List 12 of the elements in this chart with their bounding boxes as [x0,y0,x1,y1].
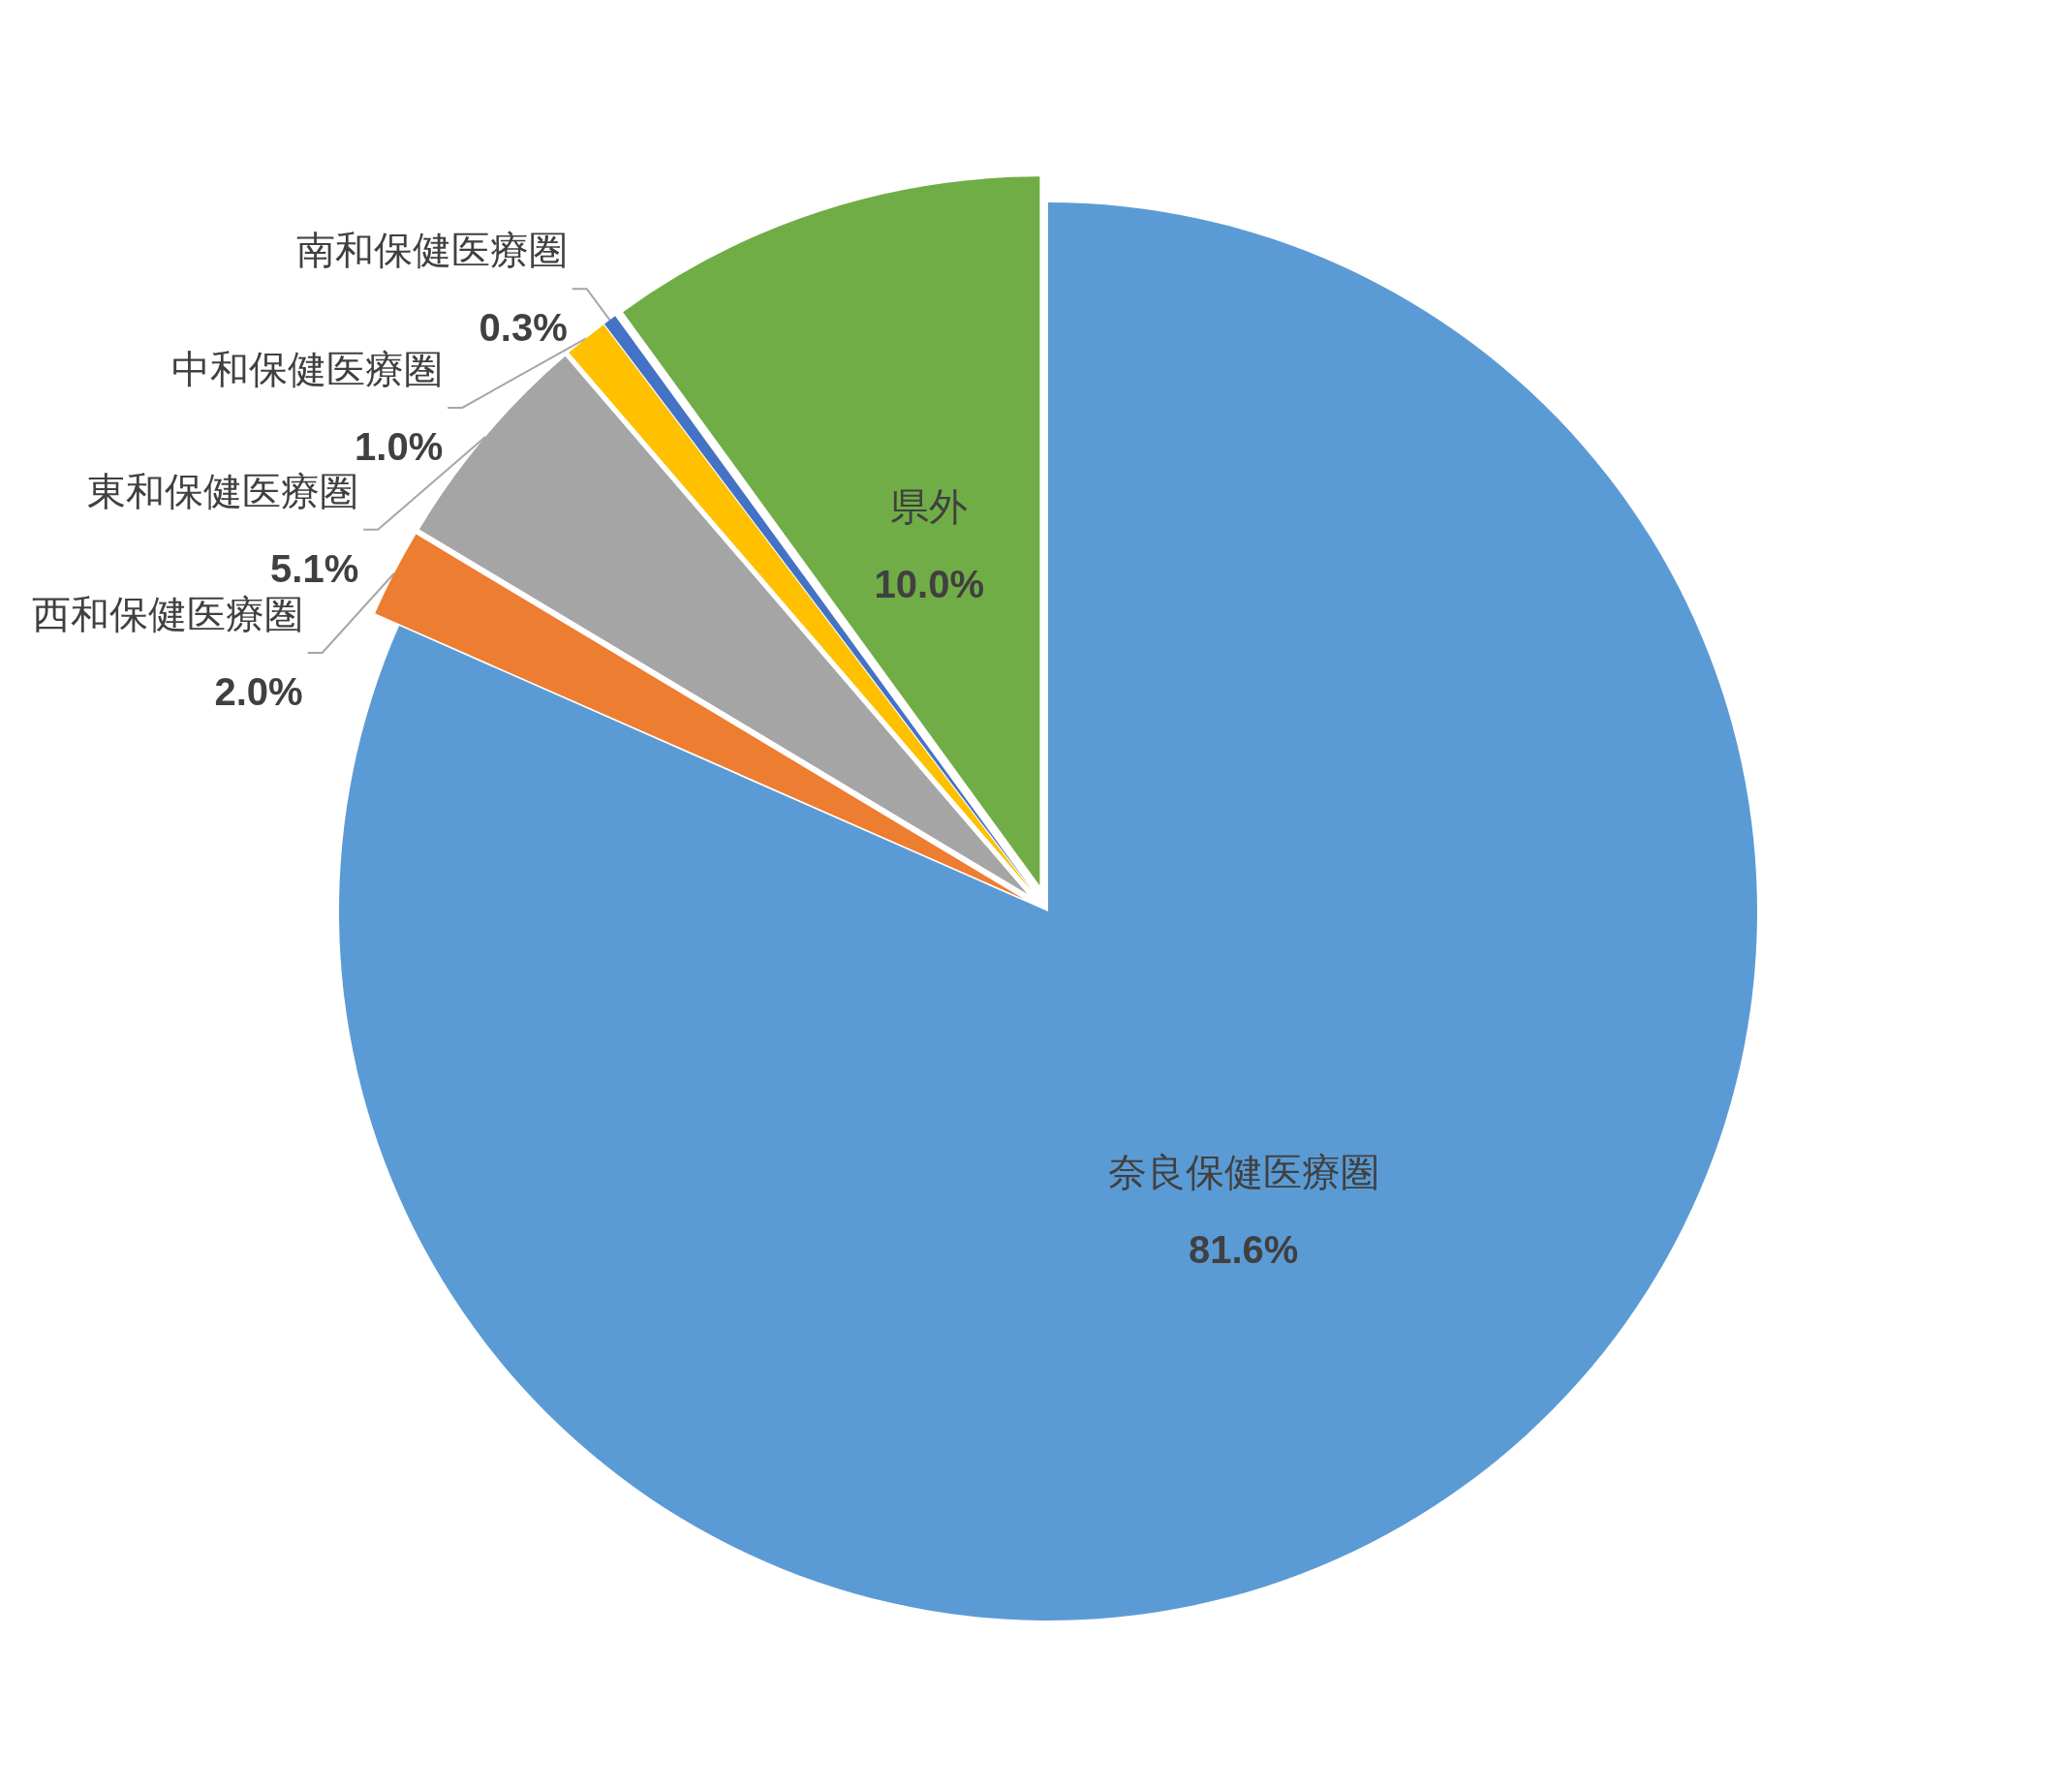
slice-label: 東和保健医療圏 [87,468,359,513]
data-label: 81.6% [1188,1228,1299,1272]
slice-label: 奈良保健医療圏 [1107,1150,1379,1195]
data-label: 10.0% [874,563,985,606]
data-label: 2.0% [214,669,303,713]
slice-label: 西和保健医療圏 [31,591,303,636]
slice-label: 県外 [890,484,969,530]
slice-label: 中和保健医療圏 [171,346,444,391]
data-label: 1.0% [355,424,444,468]
data-label: 0.3% [479,306,568,350]
data-label: 5.1% [270,546,359,590]
slice-label: 南和保健医療圏 [295,228,568,273]
